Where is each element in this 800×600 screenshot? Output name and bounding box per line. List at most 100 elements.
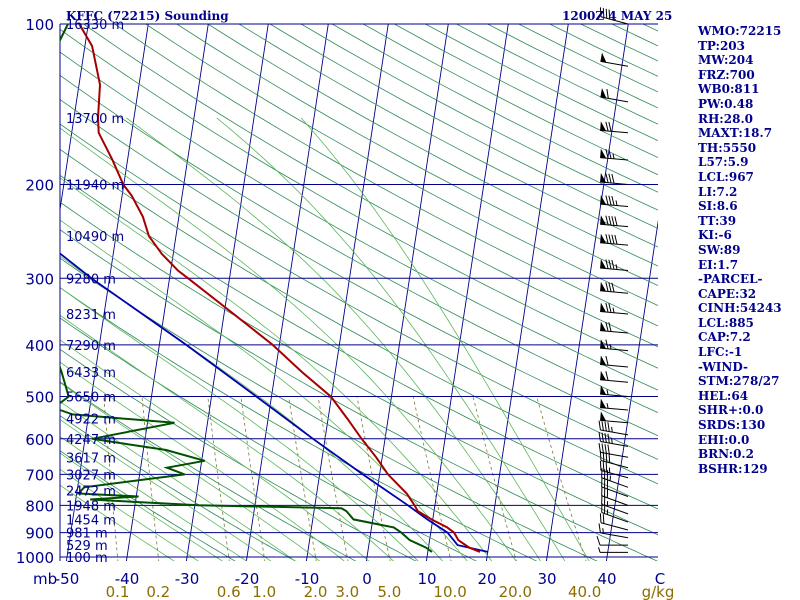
pressure-tick-label: 300	[25, 270, 54, 288]
wind-barb-feather	[605, 339, 609, 349]
height-label: 16330 m	[66, 18, 124, 33]
wind-barb-feather	[611, 216, 615, 226]
wind-barb-feather	[608, 121, 612, 132]
isotherm-line	[485, 24, 569, 561]
wind-barb-feather	[608, 322, 612, 332]
wind-barb-feather	[605, 121, 609, 132]
wind-barb-feather	[602, 8, 605, 18]
pressure-tick-label: 200	[25, 176, 54, 194]
wind-barb	[598, 442, 629, 458]
wind-barb-feather	[614, 234, 618, 245]
wind-barb	[600, 281, 629, 294]
wind-barb-staff	[601, 503, 629, 515]
index-item: CAPE:32	[698, 286, 757, 301]
moist-adiabat-line	[60, 361, 345, 561]
wind-barb-feather	[605, 282, 609, 292]
wind-barb-feather	[608, 9, 611, 20]
isotherm-line	[185, 24, 269, 561]
isotherm-line	[65, 24, 149, 561]
wind-barb	[600, 148, 629, 161]
wind-barb-feather	[605, 371, 609, 381]
temperature-trace	[78, 24, 481, 553]
wind-barb-half-feather	[611, 426, 613, 433]
wind-barb-pennant	[600, 148, 607, 159]
mixing-ratio-line	[240, 396, 266, 561]
wind-barb-feather	[605, 462, 608, 473]
isobar-lines	[59, 23, 658, 561]
dry-adiabat-line	[60, 123, 658, 460]
dry-adiabat-line	[60, 51, 658, 391]
wind-barb	[600, 411, 629, 424]
wind-barb-feather	[598, 442, 601, 453]
dry-adiabat-line	[60, 381, 357, 561]
dry-adiabat-line	[60, 74, 658, 414]
wind-barb-staff	[600, 429, 629, 436]
wind-barb	[600, 355, 629, 368]
wind-barb-feather	[598, 432, 601, 442]
wind-barb-feather	[608, 282, 612, 292]
temperature-tick-label: 30	[537, 570, 556, 588]
wind-barb-feather	[602, 461, 605, 472]
wind-barb-half-feather	[615, 264, 618, 270]
wind-barb-feather	[608, 453, 611, 463]
station-title: KFFC (72215) Sounding	[66, 9, 229, 23]
index-item: EI:1.7	[698, 257, 739, 272]
dry-adiabat-line	[60, 201, 658, 536]
wind-barb-feather	[605, 215, 609, 226]
sounding-traces	[60, 24, 488, 553]
wind-barb-staff	[601, 486, 629, 497]
index-item: CAP:7.2	[698, 330, 751, 345]
wind-barb-half-feather	[612, 153, 615, 159]
wind-barb-staff	[600, 469, 629, 479]
wind-barb	[601, 486, 629, 506]
wind-barb	[598, 523, 629, 539]
wind-barb-feather	[604, 421, 607, 432]
wind-barb-half-feather	[609, 343, 612, 350]
isotherm-line	[605, 219, 658, 561]
height-label: 529 m	[66, 539, 108, 554]
index-item: PW:0.48	[698, 96, 754, 111]
wind-barb	[601, 494, 629, 515]
dry-adiabat-line	[176, 24, 658, 287]
height-label: 8231 m	[66, 308, 116, 323]
dewpoint-trace	[60, 24, 433, 553]
index-item: LFC:-1	[698, 345, 743, 360]
wind-barb	[598, 432, 629, 447]
mixing-ratio-tick-label: 0.6	[217, 583, 241, 600]
wind-barb-half-feather	[611, 438, 613, 444]
pressure-tick-label: 400	[25, 337, 54, 355]
index-item: L57:5.9	[698, 155, 749, 170]
index-item: SRDS:130	[698, 418, 766, 433]
mixing-ratio-tick-label: 1.0	[252, 583, 276, 600]
wind-barb-pennant	[600, 259, 607, 269]
wind-barb	[600, 215, 629, 228]
wind-barb	[600, 195, 629, 208]
temperature-tick-label: 0	[362, 570, 372, 588]
wind-barb	[599, 513, 629, 531]
height-label: 981 m	[66, 527, 108, 542]
mixing-ratio-line	[288, 396, 317, 561]
height-label: 3027 m	[66, 468, 116, 483]
mixing-ratio-tick-label: 2.0	[304, 583, 328, 600]
index-item: TT:39	[698, 213, 737, 228]
wind-barb	[596, 535, 628, 546]
moist-adiabat-line	[60, 436, 248, 561]
wind-barb-feather	[608, 195, 612, 206]
wind-barb	[599, 7, 629, 25]
index-item: -PARCEL-	[698, 272, 763, 287]
index-item: SI:8.6	[698, 199, 738, 214]
wind-barb-feather	[608, 215, 612, 226]
wind-barb-feather	[605, 173, 609, 183]
mixing-ratio-line	[472, 396, 517, 561]
temperature-tick-label: -40	[115, 570, 140, 588]
dry-adiabat-line	[60, 174, 658, 510]
wind-barb	[600, 52, 629, 67]
wind-barb-feather	[605, 355, 609, 366]
index-item: LCL:885	[698, 315, 754, 330]
wind-barb-feather	[604, 433, 607, 443]
wind-barb-feather	[598, 523, 601, 533]
wind-barb	[600, 321, 629, 334]
mixing-ratio-tick-label: 10.0	[433, 583, 466, 600]
wind-barb-feather	[599, 7, 602, 17]
